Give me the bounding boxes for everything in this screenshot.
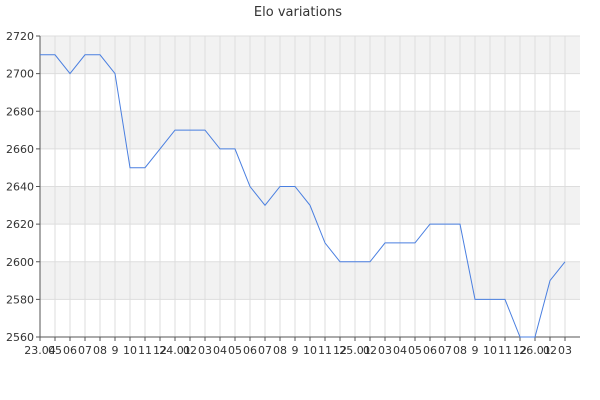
y-tick-labels: 2560 2580 2600 2620 2640 2660 2680 2700 2720 [6, 30, 34, 344]
x-tick-label: 08 [93, 344, 107, 357]
y-tick-label: 2640 [6, 181, 34, 194]
x-tick-label: 24.01 [159, 344, 191, 357]
x-tick-label: 12 [333, 344, 347, 357]
x-tick-label: 04 [213, 344, 227, 357]
x-tick-label: 03 [378, 344, 392, 357]
axes [36, 35, 580, 341]
y-tick-label: 2660 [6, 143, 34, 156]
y-tick-label: 2620 [6, 218, 34, 231]
x-tick-label: 05 [228, 344, 242, 357]
x-tick-label: 26.01 [519, 344, 551, 357]
x-tick-label: 12 [513, 344, 527, 357]
y-tick-label: 2720 [6, 30, 34, 43]
x-tick-label: 06 [63, 344, 77, 357]
x-tick-label: 07 [258, 344, 272, 357]
x-tick-label: 06 [423, 344, 437, 357]
x-tick-label: 07 [78, 344, 92, 357]
x-tick-label: 9 [472, 344, 479, 357]
x-tick-label: 11 [138, 344, 152, 357]
elo-series-line [40, 54, 566, 338]
x-tick-label: 03 [198, 344, 212, 357]
x-tick-label: 03 [558, 344, 572, 357]
x-tick-label: 02 [183, 344, 197, 357]
x-tick-label: 23.04 [24, 344, 56, 357]
x-tick-label: 11 [498, 344, 512, 357]
x-tick-label: 04 [393, 344, 407, 357]
x-tick-label: 07 [438, 344, 452, 357]
y-tick-label: 2600 [6, 256, 34, 269]
x-tick-label: 12 [153, 344, 167, 357]
x-tick-label: 06 [243, 344, 257, 357]
x-tick-label: 9 [292, 344, 299, 357]
series-layer [40, 54, 566, 338]
x-tick-label: 08 [453, 344, 467, 357]
chart-title: Elo variations [254, 5, 342, 20]
y-tick-label: 2560 [6, 331, 34, 344]
y-tick-label: 2700 [6, 68, 34, 81]
x-tick-label: 05 [408, 344, 422, 357]
x-tick-label: 25.01 [339, 344, 371, 357]
x-tick-label: 05 [48, 344, 62, 357]
y-tick-label: 2580 [6, 293, 34, 306]
x-tick-label: 10 [483, 344, 497, 357]
x-tick-label: 08 [273, 344, 287, 357]
x-tick-label: 02 [363, 344, 377, 357]
x-tick-label: 9 [112, 344, 119, 357]
x-tick-label: 02 [543, 344, 557, 357]
y-tick-label: 2680 [6, 105, 34, 118]
x-tick-label: 10 [123, 344, 137, 357]
x-tick-label: 11 [318, 344, 332, 357]
x-tick-label: 10 [303, 344, 317, 357]
